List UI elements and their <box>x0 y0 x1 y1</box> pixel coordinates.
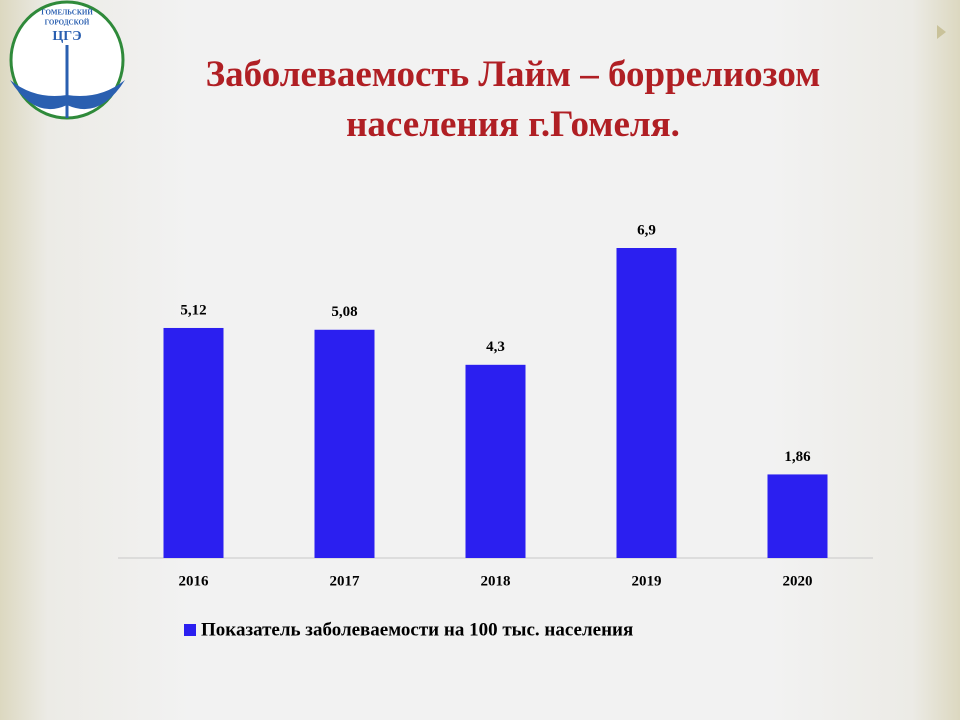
bar <box>314 329 375 558</box>
logo-text: ГОРОДСКОЙ <box>45 19 90 27</box>
x-tick-label: 2018 <box>481 573 511 589</box>
bar <box>767 474 828 558</box>
logo: ГОМЕЛЬСКИЙ ГОРОДСКОЙ ЦГЭ <box>9 0 125 120</box>
value-label: 4,3 <box>486 339 505 355</box>
x-tick-label: 2017 <box>330 573 361 589</box>
bar <box>465 364 526 558</box>
logo-text: ЦГЭ <box>52 29 81 44</box>
legend-swatch <box>184 624 196 636</box>
x-tick-label: 2020 <box>783 573 813 589</box>
bar <box>616 248 677 558</box>
bar <box>163 327 224 558</box>
value-label: 5,12 <box>180 302 206 318</box>
chart-title: Заболеваемость Лайм – боррелиозом населе… <box>205 54 821 145</box>
legend-label: Показатель заболеваемости на 100 тыс. на… <box>201 619 633 640</box>
x-tick-label: 2016 <box>179 573 210 589</box>
decor-arrow <box>937 25 946 39</box>
logo-text: ГОМЕЛЬСКИЙ <box>41 9 93 17</box>
value-label: 6,9 <box>637 222 656 238</box>
value-label: 1,86 <box>784 449 811 465</box>
x-tick-label: 2019 <box>632 573 662 589</box>
value-label: 5,08 <box>331 304 357 320</box>
logo-hands <box>10 80 125 110</box>
